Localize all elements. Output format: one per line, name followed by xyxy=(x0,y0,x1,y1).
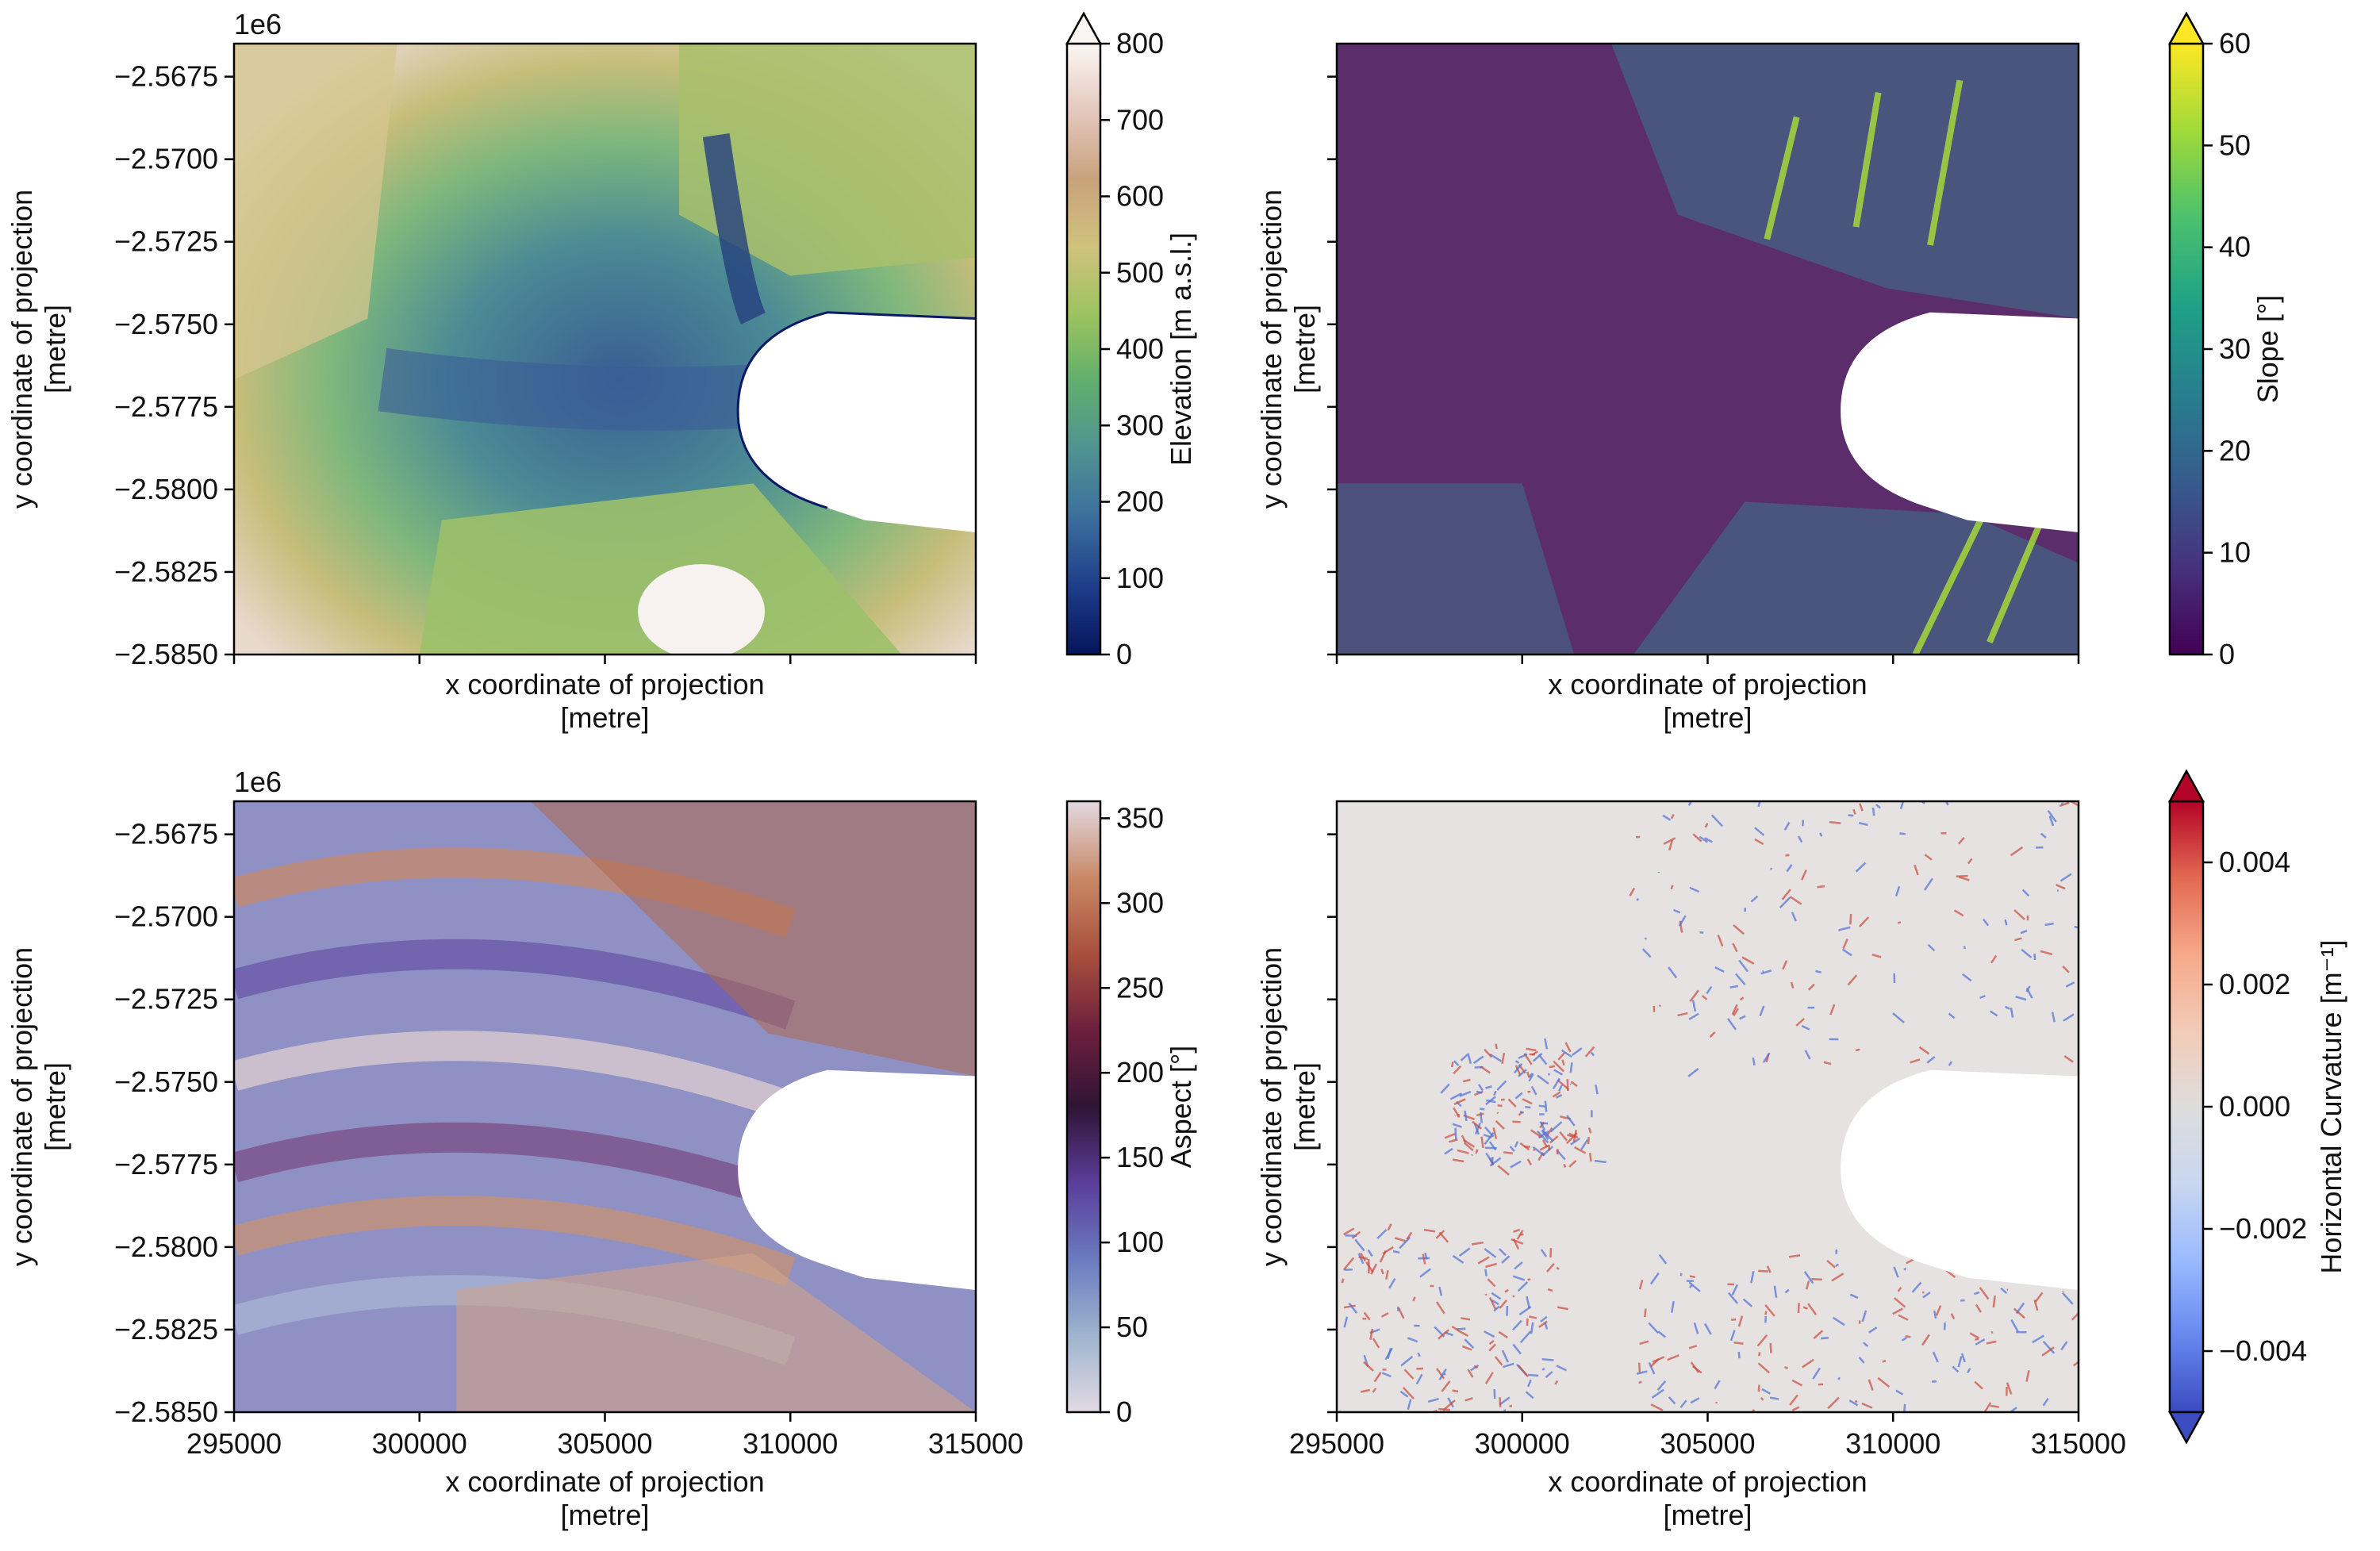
aspect-colorbar-tick-label: 300 xyxy=(1116,886,1164,919)
aspect-colorbar-tick-label: 100 xyxy=(1116,1226,1164,1258)
aspect-xtick-label: 295000 xyxy=(186,1427,282,1460)
elevation-ytick-label: −2.5725 xyxy=(114,225,218,258)
aspect-colorbar-label: Aspect [°] xyxy=(1165,1046,1197,1168)
elevation-colorbar-tick-label: 700 xyxy=(1116,103,1164,136)
aspect-xlabel: [metre] xyxy=(560,1499,649,1531)
slope-xlabel: x coordinate of projection xyxy=(1548,668,1867,701)
horizontal-curvature-colorbar-tick-label: 0.000 xyxy=(2219,1090,2290,1123)
slope-colorbar: 0 10 20 30 40 50 60 Slope [°] xyxy=(2170,13,2284,670)
slope-colorbar-tick-label: 20 xyxy=(2219,434,2251,466)
elevation-map-image xyxy=(234,44,976,659)
horizontal-curvature-ylabel: y coordinate of projection xyxy=(1255,947,1288,1266)
slope-map-image xyxy=(1337,44,2079,655)
elevation-colorbar-tick-label: 100 xyxy=(1116,562,1164,594)
horizontal-curvature-colorbar-tick-label: 0.004 xyxy=(2219,846,2290,878)
aspect-colorbar-tick-label: 350 xyxy=(1116,801,1164,834)
horizontal-curvature-colorbar-extend-max xyxy=(2170,771,2203,801)
horizontal-curvature-ylabel: [metre] xyxy=(1288,1062,1321,1151)
aspect-colorbar-tick-label: 50 xyxy=(1116,1311,1148,1343)
elevation-colorbar-extend-max xyxy=(1067,13,1100,44)
slope-ylabel: y coordinate of projection xyxy=(1255,190,1288,509)
elevation-ytick-label: −2.5750 xyxy=(114,308,218,340)
elevation-offset-label: 1e6 xyxy=(234,8,282,40)
elevation-colorbar-tick-label: 400 xyxy=(1116,332,1164,365)
elevation-colorbar-tick-label: 500 xyxy=(1116,256,1164,289)
elevation-ytick-label: −2.5850 xyxy=(114,638,218,670)
elevation-ytick-label: −2.5700 xyxy=(114,143,218,175)
aspect-colorbar-tick-label: 200 xyxy=(1116,1056,1164,1088)
horizontal-curvature-colorbar: −0.004 −0.002 0.000 0.002 0.004 Horizontal Cu… xyxy=(2170,771,2347,1442)
horizontal-curvature-colorbar-tick-label: 0.002 xyxy=(2219,968,2290,1000)
aspect-ylabel: y coordinate of projection xyxy=(6,947,38,1266)
aspect-ytick-label: −2.5675 xyxy=(114,818,218,850)
slope-colorbar-tick-label: 40 xyxy=(2219,231,2251,263)
horizontal-curvature-colorbar-tick-label: −0.002 xyxy=(2219,1212,2307,1245)
panel-slope: x coordinate of projection[metre]y coord… xyxy=(1255,13,2284,734)
slope-colorbar-tick-label: 0 xyxy=(2219,638,2235,670)
aspect-colorbar: 0 50 100 150 200 250 300 350 Aspect [°] xyxy=(1067,801,1197,1428)
horizontal-curvature-xtick-label: 295000 xyxy=(1289,1427,1384,1460)
elevation-colorbar-tick-label: 0 xyxy=(1116,638,1132,670)
aspect-colorbar-tick-label: 250 xyxy=(1116,971,1164,1004)
elevation-colorbar-tick-label: 600 xyxy=(1116,180,1164,213)
horizontal-curvature-colorbar-extend-min xyxy=(2170,1412,2203,1442)
horizontal-curvature-xtick-label: 315000 xyxy=(2031,1427,2126,1460)
elevation-ytick-label: −2.5800 xyxy=(114,473,218,505)
elevation-colorbar: 0 100 200 300 400 500 600 700 800 Elevation [m a.… xyxy=(1067,13,1197,670)
aspect-ylabel: [metre] xyxy=(39,1062,71,1151)
elevation-colorbar-tick-label: 300 xyxy=(1116,409,1164,441)
aspect-map-image xyxy=(234,801,976,1412)
aspect-xlabel: x coordinate of projection xyxy=(445,1465,764,1498)
aspect-ytick-label: −2.5800 xyxy=(114,1230,218,1263)
panel-horizontal-curvature: 295000 300000 305000 310000 315000 x coordina… xyxy=(1255,771,2347,1531)
slope-colorbar-label: Slope [°] xyxy=(2251,295,2284,403)
aspect-offset-label: 1e6 xyxy=(234,766,282,798)
elevation-ytick-label: −2.5675 xyxy=(114,60,218,93)
elevation-xlabel: [metre] xyxy=(560,701,649,734)
slope-ylabel: [metre] xyxy=(1288,305,1321,394)
panel-aspect: −2.5850 −2.5825 −2.5800 −2.5775 −2.5750 −2.57… xyxy=(6,766,1197,1531)
slope-colorbar-tick-label: 30 xyxy=(2219,332,2251,365)
slope-colorbar-tick-label: 60 xyxy=(2219,27,2251,60)
horizontal-curvature-xtick-label: 305000 xyxy=(1660,1427,1755,1460)
aspect-colorbar-tick-label: 150 xyxy=(1116,1141,1164,1173)
elevation-colorbar-tick-label: 200 xyxy=(1116,486,1164,518)
horizontal-curvature-xlabel: x coordinate of projection xyxy=(1548,1465,1867,1498)
aspect-ytick-label: −2.5700 xyxy=(114,900,218,933)
elevation-colorbar-tick-label: 800 xyxy=(1116,27,1164,60)
aspect-xtick-label: 305000 xyxy=(557,1427,652,1460)
horizontal-curvature-colorbar-label: Horizontal Curvature [m⁻¹] xyxy=(2315,939,2347,1273)
slope-xlabel: [metre] xyxy=(1663,701,1752,734)
aspect-xtick-label: 315000 xyxy=(928,1427,1023,1460)
aspect-ytick-label: −2.5825 xyxy=(114,1313,218,1346)
slope-colorbar-extend-max xyxy=(2170,13,2203,44)
aspect-xtick-label: 300000 xyxy=(372,1427,467,1460)
horizontal-curvature-map-image xyxy=(1330,792,2083,1421)
aspect-xtick-label: 310000 xyxy=(743,1427,838,1460)
slope-colorbar-tick-label: 50 xyxy=(2219,129,2251,161)
panel-elevation: −2.5850 −2.5825 −2.5800 −2.5775 −2.5750 −2.57… xyxy=(6,8,1197,734)
elevation-ytick-label: −2.5825 xyxy=(114,555,218,588)
elevation-ytick-label: −2.5775 xyxy=(114,390,218,423)
elevation-colorbar-label: Elevation [m a.s.l.] xyxy=(1165,232,1197,466)
elevation-ylabel: [metre] xyxy=(39,305,71,394)
horizontal-curvature-xtick-label: 300000 xyxy=(1475,1427,1570,1460)
horizontal-curvature-colorbar-tick-label: −0.004 xyxy=(2219,1334,2307,1367)
horizontal-curvature-xtick-label: 310000 xyxy=(1845,1427,1940,1460)
elevation-ylabel: y coordinate of projection xyxy=(6,190,38,509)
aspect-colorbar-tick-label: 0 xyxy=(1116,1396,1132,1428)
aspect-ytick-label: −2.5850 xyxy=(114,1396,218,1428)
aspect-ytick-label: −2.5775 xyxy=(114,1148,218,1181)
elevation-xlabel: x coordinate of projection xyxy=(445,668,764,701)
horizontal-curvature-xlabel: [metre] xyxy=(1663,1499,1752,1531)
slope-colorbar-tick-label: 10 xyxy=(2219,536,2251,569)
aspect-ytick-label: −2.5750 xyxy=(114,1065,218,1098)
aspect-ytick-label: −2.5725 xyxy=(114,983,218,1015)
